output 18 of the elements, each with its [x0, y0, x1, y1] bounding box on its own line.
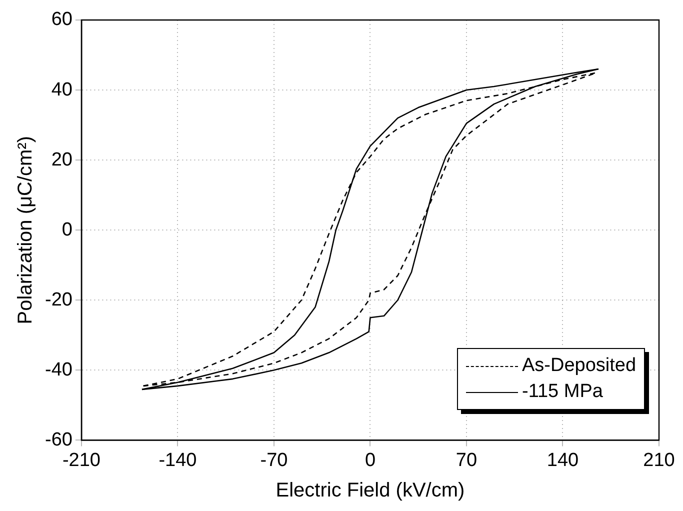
legend-label: As-Deposited	[522, 355, 636, 378]
y-tick-label: -40	[44, 359, 72, 380]
y-tick-label: 40	[51, 79, 72, 100]
y-tick-label: -20	[44, 289, 72, 310]
x-tick-label: -70	[260, 450, 288, 471]
x-tick-label: 70	[456, 450, 478, 471]
x-tick-label: 210	[643, 450, 675, 471]
x-tick-label: -210	[62, 450, 100, 471]
legend-label: -115 MPa	[522, 381, 603, 404]
x-tick-label: -140	[158, 450, 197, 471]
x-tick-label: 0	[364, 450, 376, 471]
y-tick-label: 0	[62, 219, 72, 240]
x-tick-label: 140	[546, 450, 579, 471]
y-tick-label: 60	[51, 9, 72, 30]
y-tick-label: 20	[51, 149, 72, 170]
x-axis-title: Electric Field (kV/cm)	[276, 480, 465, 502]
y-tick-label: -60	[44, 429, 72, 450]
y-axis-title: Polarization (μC/cm²)	[14, 136, 37, 324]
